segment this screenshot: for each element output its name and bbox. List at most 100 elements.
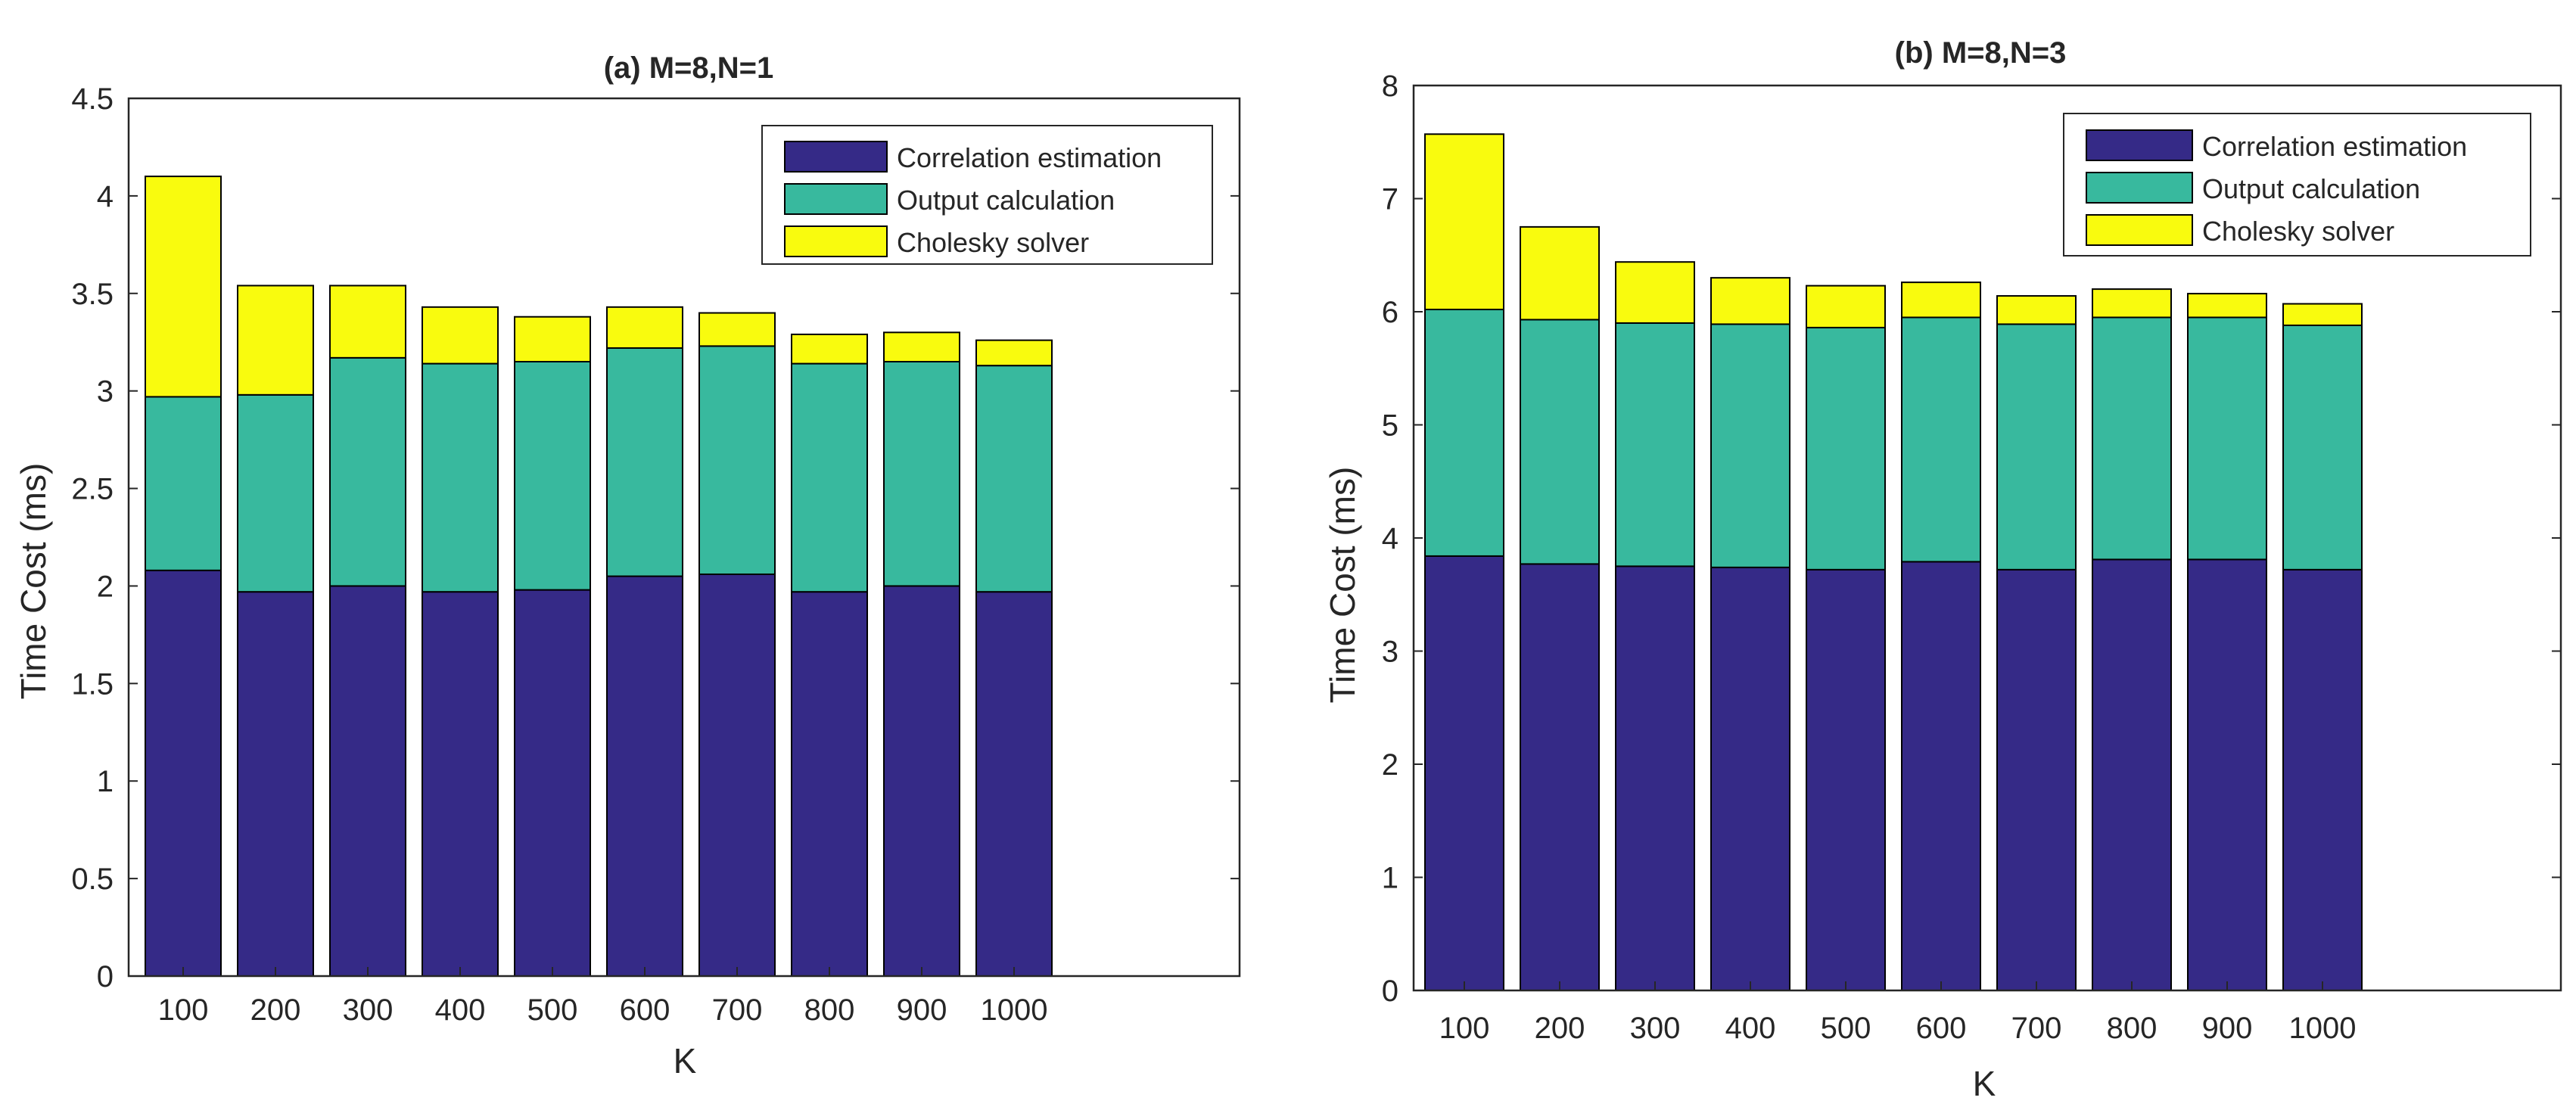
y-tick-label: 3: [1382, 636, 1398, 669]
bar-segment-output: [514, 361, 591, 591]
x-tick-label: 100: [158, 993, 209, 1027]
y-tick-label: 4: [97, 180, 114, 213]
y-tick-label: 2: [97, 570, 114, 603]
bar-segment-correlation: [329, 585, 406, 977]
plot-area-frame: [127, 97, 1241, 978]
x-tick-label: 100: [1439, 1012, 1490, 1045]
bar-segment-correlation: [883, 585, 960, 977]
bar-segment-output: [1806, 326, 1886, 571]
chart-panel-b: (b) M=8,N=3 Time Cost (ms) K 0 1 2 3 4 5 6 7 8 10…: [1323, 36, 2562, 1103]
y-axis-label: Time Cost (ms): [1323, 467, 1362, 704]
bar-segment-correlation: [698, 573, 776, 977]
bar-segment-output: [2092, 316, 2172, 561]
bar-segment-output: [1710, 323, 1790, 568]
bar-segment-cholesky: [145, 176, 222, 398]
bar-segment-output: [237, 393, 314, 593]
x-tick-label: 1000: [2289, 1012, 2357, 1045]
bar-segment-correlation: [975, 591, 1053, 978]
x-tick-label: 400: [1725, 1012, 1776, 1045]
plot-area-frame: [1412, 84, 2562, 992]
bar-segment-output: [2187, 316, 2267, 561]
y-tick-label: 1: [1382, 862, 1398, 895]
y-tick-label: 0.5: [71, 863, 114, 896]
chart-title: (a) M=8,N=1: [604, 51, 774, 85]
bar-segment-cholesky: [606, 306, 683, 349]
y-tick-label: 3.5: [71, 278, 114, 311]
legend-swatch-cholesky: [784, 225, 888, 257]
y-tick-label: 2: [1382, 748, 1398, 782]
y-tick-label: 8: [1382, 70, 1398, 103]
bar-segment-output: [422, 362, 499, 593]
bar-segment-correlation: [1520, 563, 1600, 991]
bar-segment-cholesky: [1710, 277, 1790, 325]
bar-segment-cholesky: [698, 312, 776, 347]
bar-segment-correlation: [606, 575, 683, 977]
y-tick-label: 5: [1382, 409, 1398, 443]
bar-segment-cholesky: [1424, 133, 1504, 311]
bar-segment-correlation: [1424, 555, 1504, 991]
x-tick-label: 700: [712, 993, 763, 1027]
bar-segment-output: [975, 365, 1053, 593]
y-tick-label: 3: [97, 375, 114, 409]
bar-segment-cholesky: [2187, 293, 2267, 319]
y-tick-label: 4: [1382, 522, 1398, 555]
legend-label-output: Output calculation: [897, 185, 1115, 216]
bar-segment-cholesky: [791, 333, 868, 365]
legend-label-cholesky: Cholesky solver: [2202, 216, 2394, 247]
x-axis-label: K: [674, 1041, 697, 1080]
bar-segment-correlation: [145, 569, 222, 977]
x-tick-label: 800: [2107, 1012, 2158, 1045]
x-tick-label: 500: [1821, 1012, 1871, 1045]
bar-segment-output: [145, 396, 222, 571]
x-tick-label: 900: [2202, 1012, 2253, 1045]
bar-segment-output: [698, 345, 776, 575]
bar-segment-correlation: [2187, 558, 2267, 991]
legend: Correlation estimation Output calculatio…: [761, 125, 1213, 265]
bar-segment-cholesky: [975, 339, 1053, 367]
legend-label-cholesky: Cholesky solver: [897, 227, 1089, 258]
bar-segment-output: [606, 347, 683, 577]
chart-panel-a: (a) M=8,N=1 Time Cost (ms) K 0 0.5 1 1.5 2 2.…: [14, 51, 1241, 1080]
bar-segment-cholesky: [237, 284, 314, 396]
legend-swatch-cholesky: [2086, 214, 2193, 246]
bar-segment-correlation: [2282, 568, 2363, 991]
bar-segment-cholesky: [1996, 295, 2077, 325]
bar-segment-output: [2282, 324, 2363, 571]
legend-swatch-correlation: [2086, 129, 2193, 161]
bar-segment-output: [791, 362, 868, 593]
bar-segment-output: [1996, 323, 2077, 571]
bar-segment-correlation: [514, 589, 591, 977]
y-tick-label: 7: [1382, 183, 1398, 216]
bar-segment-output: [1520, 319, 1600, 565]
y-tick-label: 0: [97, 960, 114, 993]
x-tick-label: 600: [1916, 1012, 1967, 1045]
bar-segment-correlation: [1901, 561, 1981, 991]
bar-segment-correlation: [1806, 568, 1886, 991]
y-tick-label: 0: [1382, 975, 1398, 1008]
y-tick-label: 6: [1382, 296, 1398, 329]
x-tick-label: 300: [343, 993, 394, 1027]
legend-swatch-output: [2086, 172, 2193, 204]
bar-segment-cholesky: [2282, 303, 2363, 326]
bar-segment-cholesky: [2092, 288, 2172, 319]
bar-segment-output: [883, 361, 960, 587]
x-tick-label: 400: [435, 993, 486, 1027]
bar-segment-correlation: [1710, 566, 1790, 991]
legend-label-correlation: Correlation estimation: [2202, 131, 2467, 162]
bar-segment-cholesky: [514, 316, 591, 363]
x-tick-label: 1000: [981, 993, 1048, 1027]
bar-segment-cholesky: [883, 331, 960, 363]
bar-segment-correlation: [1615, 565, 1695, 991]
x-tick-label: 600: [620, 993, 670, 1027]
chart-title: (b) M=8,N=3: [1895, 36, 2067, 70]
y-axis-label: Time Cost (ms): [14, 463, 53, 700]
y-tick-label: 1.5: [71, 667, 114, 701]
bar-segment-correlation: [1996, 568, 2077, 991]
bar-segment-cholesky: [1520, 225, 1600, 321]
y-tick-label: 2.5: [71, 473, 114, 506]
x-tick-label: 300: [1630, 1012, 1681, 1045]
legend-label-correlation: Correlation estimation: [897, 142, 1162, 173]
x-axis-label: K: [1973, 1064, 1996, 1103]
bar-segment-correlation: [791, 591, 868, 978]
